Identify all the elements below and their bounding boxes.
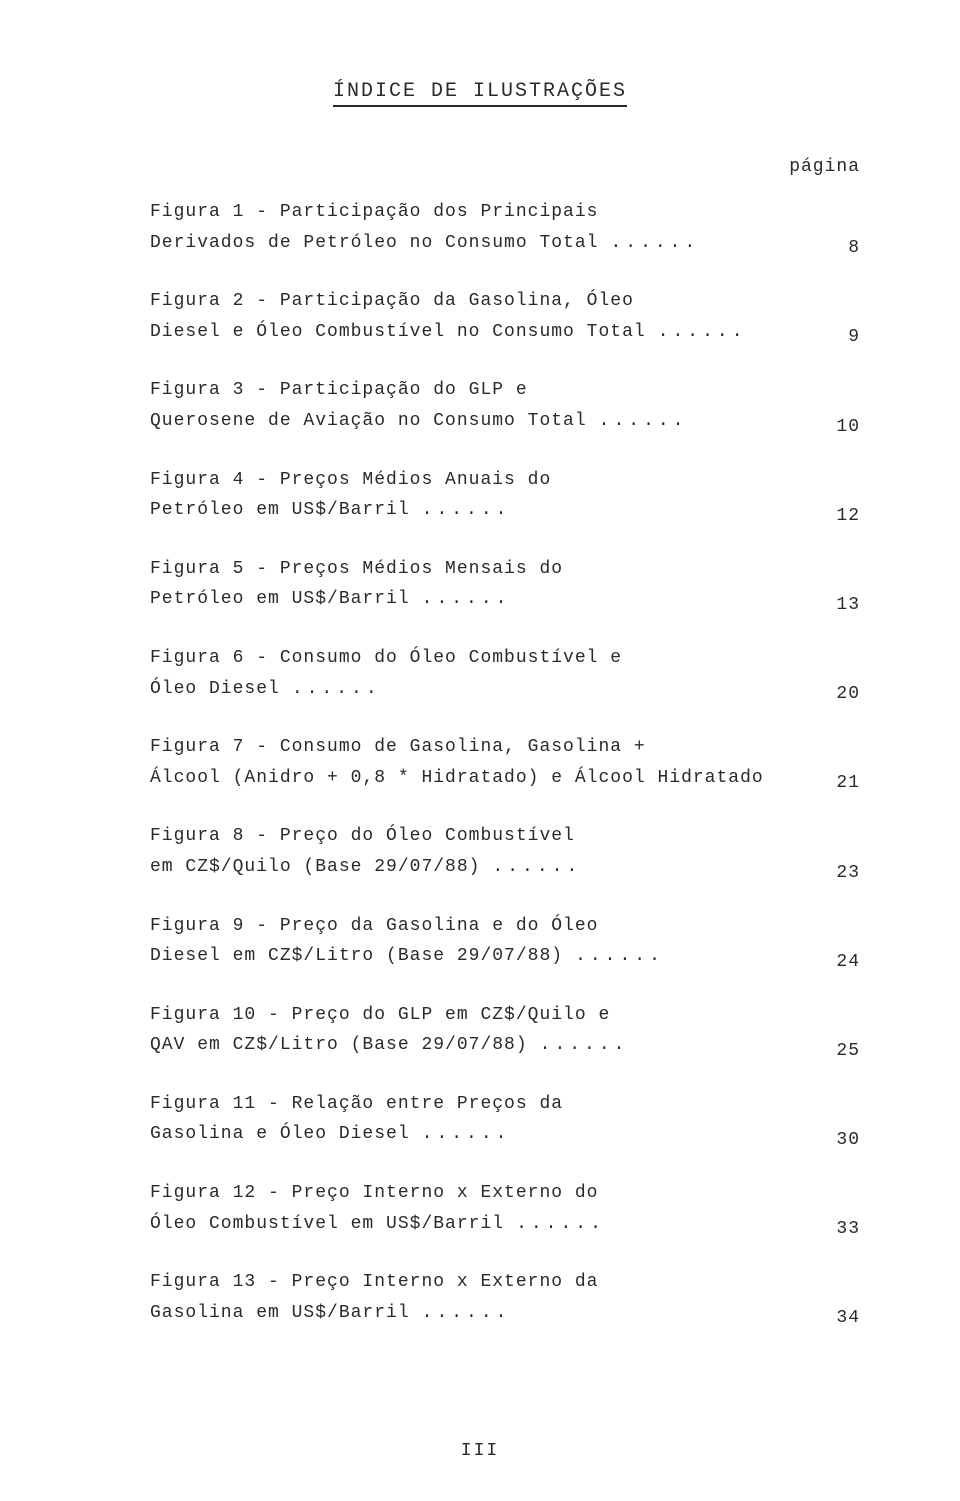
list-item: Figura 10 - Preço do GLP em CZ$/Quilo eQ… [150,1000,860,1061]
leader-dots: ...... [587,411,688,431]
leader-dots: ...... [528,1035,629,1055]
entries-list: Figura 1 - Participação dos PrincipaisDe… [150,197,860,1328]
page-column-label: página [150,157,860,177]
list-item: Figura 2 - Participação da Gasolina, Óle… [150,286,860,347]
entry-text: Figura 12 - Preço Interno x Externo doÓl… [150,1178,810,1239]
list-item: Figura 6 - Consumo do Óleo Combustível e… [150,643,860,704]
entry-text: Figura 6 - Consumo do Óleo Combustível e… [150,643,810,704]
list-item: Figura 13 - Preço Interno x Externo daGa… [150,1267,860,1328]
entry-page-number: 20 [810,684,860,704]
leader-dots: ...... [598,233,699,253]
entry-page-number: 12 [810,506,860,526]
entry-page-number: 13 [810,595,860,615]
list-item: Figura 3 - Participação do GLP eQuerosen… [150,375,860,436]
entry-text: Figura 1 - Participação dos PrincipaisDe… [150,197,810,258]
leader-dots: ...... [280,679,381,699]
entry-text: Figura 2 - Participação da Gasolina, Óle… [150,286,810,347]
list-item: Figura 7 - Consumo de Gasolina, Gasolina… [150,732,860,793]
list-item: Figura 8 - Preço do Óleo Combustívelem C… [150,821,860,882]
entry-page-number: 33 [810,1219,860,1239]
list-item: Figura 12 - Preço Interno x Externo doÓl… [150,1178,860,1239]
leader-dots: ...... [563,946,664,966]
list-item: Figura 1 - Participação dos PrincipaisDe… [150,197,860,258]
leader-dots: ...... [646,322,747,342]
entry-text: Figura 3 - Participação do GLP eQuerosen… [150,375,810,436]
leader-dots: ...... [410,1124,511,1144]
list-item: Figura 4 - Preços Médios Anuais doPetról… [150,465,860,526]
entry-page-number: 8 [810,238,860,258]
page-number-footer: III [0,1441,960,1461]
leader-dots: ...... [410,500,511,520]
list-item: Figura 11 - Relação entre Preços daGasol… [150,1089,860,1150]
entry-text: Figura 5 - Preços Médios Mensais doPetró… [150,554,810,615]
leader-dots: ...... [410,1303,511,1323]
entry-text: Figura 7 - Consumo de Gasolina, Gasolina… [150,732,810,793]
entry-page-number: 10 [810,417,860,437]
leader-dots: ...... [504,1214,605,1234]
entry-page-number: 25 [810,1041,860,1061]
list-item: Figura 9 - Preço da Gasolina e do ÓleoDi… [150,911,860,972]
entry-page-number: 34 [810,1308,860,1328]
list-item: Figura 5 - Preços Médios Mensais doPetró… [150,554,860,615]
entry-page-number: 9 [810,327,860,347]
entry-page-number: 24 [810,952,860,972]
entry-page-number: 30 [810,1130,860,1150]
title-row: ÍNDICE DE ILUSTRAÇÕES [150,80,860,107]
entry-text: Figura 4 - Preços Médios Anuais doPetról… [150,465,810,526]
entry-text: Figura 9 - Preço da Gasolina e do ÓleoDi… [150,911,810,972]
entry-text: Figura 8 - Preço do Óleo Combustívelem C… [150,821,810,882]
entry-page-number: 23 [810,863,860,883]
leader-dots: ...... [410,589,511,609]
entry-text: Figura 10 - Preço do GLP em CZ$/Quilo eQ… [150,1000,810,1061]
entry-text: Figura 11 - Relação entre Preços daGasol… [150,1089,810,1150]
entry-page-number: 21 [810,773,860,793]
page-title: ÍNDICE DE ILUSTRAÇÕES [333,80,627,107]
entry-text: Figura 13 - Preço Interno x Externo daGa… [150,1267,810,1328]
leader-dots: ...... [480,857,581,877]
